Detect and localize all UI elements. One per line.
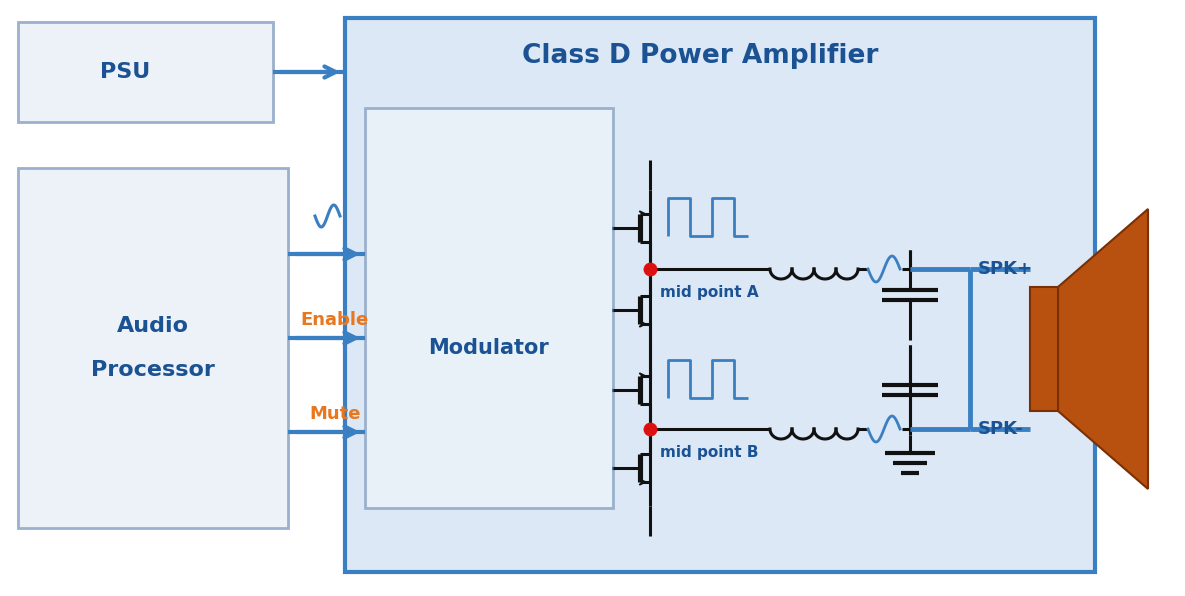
- Bar: [345, 18, 1095, 572]
- Bar: [1030, 287, 1058, 411]
- Bar: [365, 108, 613, 508]
- Text: Modulator: Modulator: [429, 338, 550, 358]
- Text: PSU: PSU: [101, 62, 150, 82]
- Polygon shape: [1058, 209, 1148, 489]
- Text: Enable: Enable: [301, 311, 369, 329]
- Text: Class D Power Amplifier: Class D Power Amplifier: [521, 43, 878, 69]
- Text: mid point B: mid point B: [660, 445, 758, 460]
- Bar: [18, 22, 273, 122]
- Text: mid point A: mid point A: [660, 285, 758, 300]
- Text: Processor: Processor: [91, 360, 214, 380]
- Bar: [18, 168, 288, 528]
- Text: Audio: Audio: [117, 316, 188, 336]
- Text: SPK+: SPK+: [978, 260, 1033, 278]
- Text: Mute: Mute: [309, 405, 360, 423]
- Text: SPK-: SPK-: [978, 420, 1024, 438]
